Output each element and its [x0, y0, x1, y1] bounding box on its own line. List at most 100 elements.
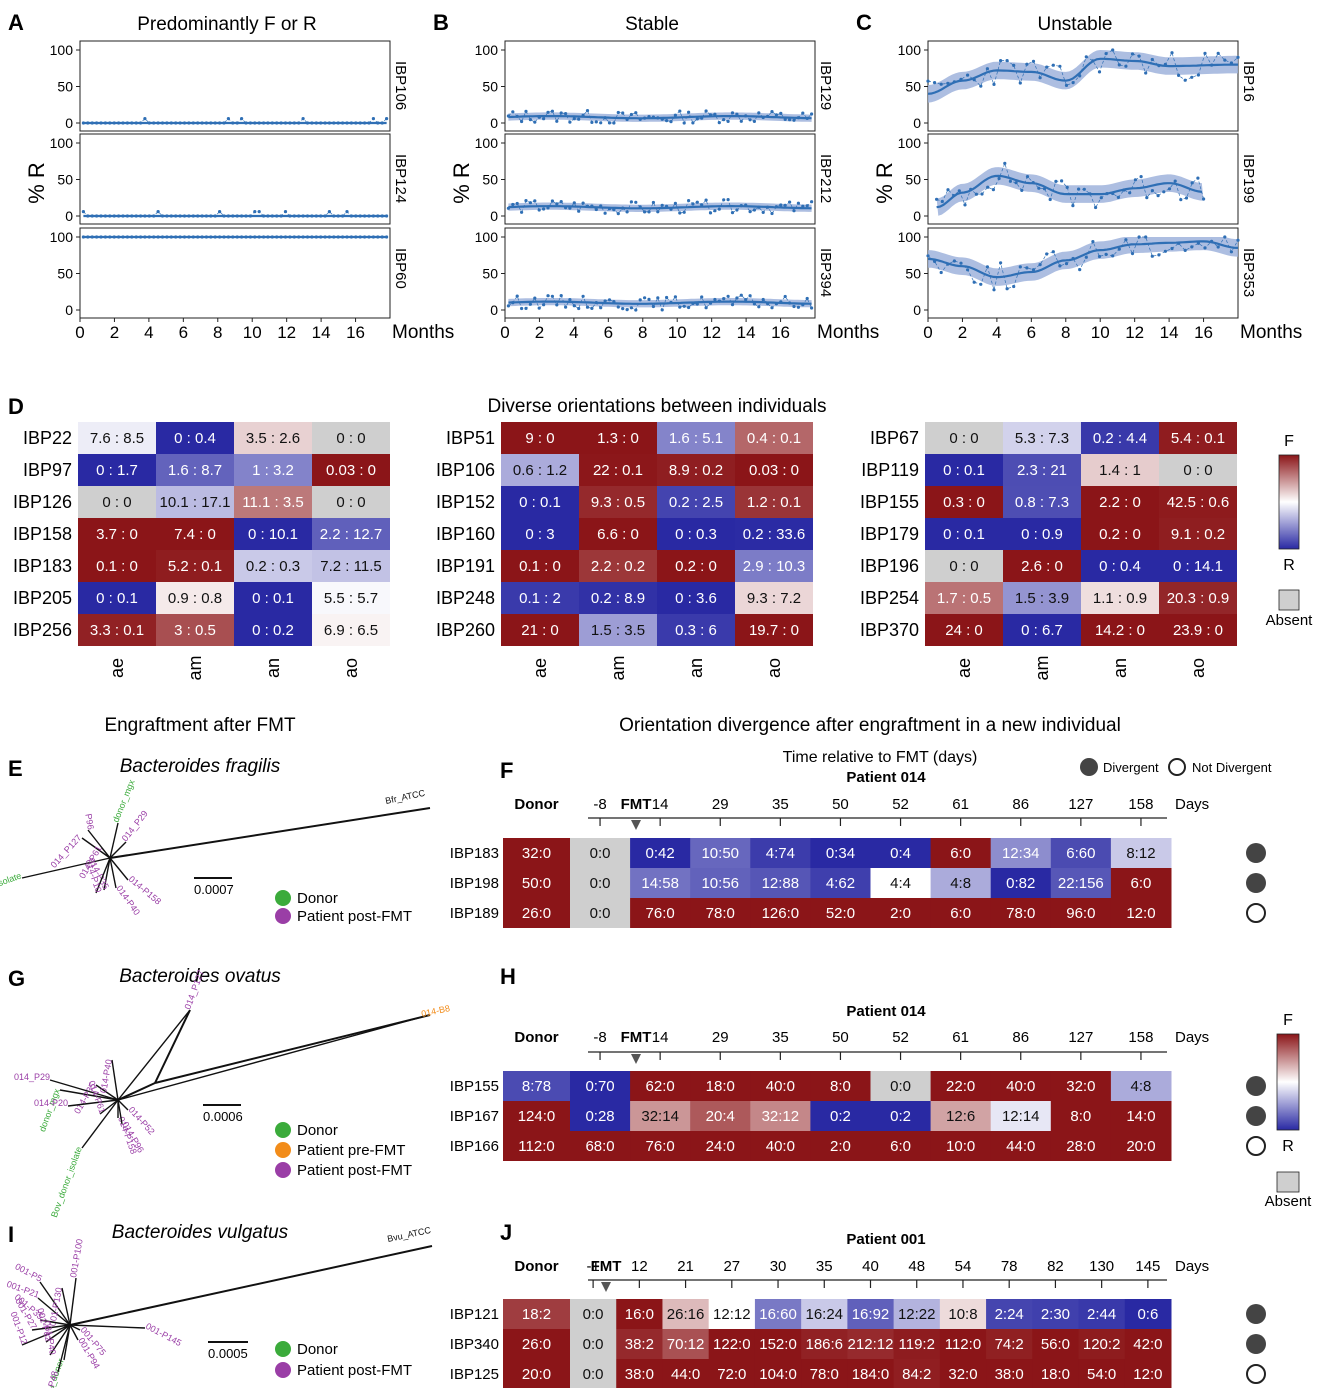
- heat-cell: [1003, 518, 1081, 550]
- data-point: [935, 197, 939, 201]
- row-label: IBP189: [450, 905, 499, 922]
- heat-cell-value: 10:50: [701, 845, 739, 862]
- heat-cell: [312, 614, 390, 646]
- data-point: [691, 121, 695, 125]
- data-point: [629, 112, 634, 117]
- heat-cell-value: 0.9 : 0.8: [168, 590, 222, 607]
- facet-IBP129: IBP129 0 50 100: [475, 40, 834, 132]
- facet-frame: [927, 133, 1239, 225]
- heat-cell-value: 5.2 : 0.1: [168, 558, 222, 575]
- heat-cell-value: 12:34: [1002, 845, 1040, 862]
- heat-cell-value: 56:0: [1041, 1336, 1070, 1353]
- y-tick-label: 0: [913, 208, 921, 224]
- smooth-fit-line: [936, 174, 1202, 209]
- heat-cell: [690, 868, 751, 898]
- heat-cell-value: 6.6 : 0: [597, 526, 639, 543]
- heat-cell: [1110, 868, 1172, 898]
- data-point: [1025, 266, 1029, 270]
- heat-cell-value: 16:0: [625, 1306, 654, 1323]
- heat-cell-value: 14:0: [1126, 1108, 1155, 1125]
- heat-cell-value: 186:6: [805, 1336, 843, 1353]
- heat-cell-value: 3.3 : 0.1: [90, 622, 144, 639]
- sample-connector: [927, 236, 1239, 292]
- y-tick-label: 0: [913, 302, 921, 318]
- data-point: [992, 288, 996, 292]
- heat-cell-value: 0 : 0.1: [252, 590, 294, 607]
- data-point: [678, 211, 682, 215]
- data-point: [520, 119, 524, 124]
- fmt-label: FMT: [591, 1258, 622, 1275]
- heat-cell: [1110, 1071, 1172, 1101]
- heat-cell-value: 12:12: [713, 1306, 751, 1323]
- not-divergent-status-icon: [1246, 1136, 1266, 1156]
- row-label: IBP119: [861, 460, 919, 480]
- heat-cell-value: 7.2 : 11.5: [320, 558, 381, 575]
- heat-cell-value: 72:0: [717, 1366, 746, 1383]
- heat-cell: [930, 838, 992, 868]
- heat-cell: [234, 614, 312, 646]
- heat-cell: [990, 1131, 1052, 1161]
- heat-cell: [1159, 550, 1237, 582]
- data-point: [1167, 187, 1172, 191]
- heat-cell: [1159, 582, 1237, 614]
- heat-cell: [990, 868, 1052, 898]
- heat-cell-value: 0:0: [583, 1306, 604, 1323]
- heat-cell: [1110, 1101, 1172, 1131]
- heat-cell-value: 9.3 : 7.2: [747, 590, 801, 607]
- heat-cell: [579, 454, 657, 486]
- heat-cell-value: 2.9 : 10.3: [743, 558, 806, 575]
- heat-cell: [630, 1131, 691, 1161]
- y-tick-label: 50: [905, 79, 921, 95]
- heat-cell-value: 0.3 : 0: [943, 494, 985, 511]
- heat-cell-value: 68:0: [585, 1138, 614, 1155]
- heat-cell-value: 24 : 0: [945, 622, 983, 639]
- heat-cell-value: 96:0: [1066, 905, 1095, 922]
- heat-cell-value: 42.5 : 0.6: [1167, 494, 1230, 511]
- data-point: [555, 119, 559, 123]
- heat-cell-value: 78:0: [706, 905, 735, 922]
- tree-leaf-label: Bfr_ATCC: [384, 788, 426, 806]
- donor-cell-value: 8:78: [522, 1078, 551, 1095]
- y-tick-label: 0: [65, 115, 73, 131]
- heat-cell: [1081, 550, 1159, 582]
- heat-cell-value: 38:0: [625, 1366, 654, 1383]
- heat-cell: [801, 1329, 848, 1359]
- tree-legend-label: Patient post-FMT: [297, 1162, 412, 1179]
- heat-cell-value: 8:0: [1070, 1108, 1091, 1125]
- col-label: ao: [341, 658, 361, 678]
- heat-cell-value: 0.8 : 7.3: [1015, 494, 1069, 511]
- heat-cell: [234, 550, 312, 582]
- heat-cell-value: 20.3 : 0.9: [1167, 590, 1230, 607]
- heat-cell: [630, 1071, 691, 1101]
- tree-leaf-label: 014-B8: [420, 1003, 450, 1019]
- heat-cell: [930, 1071, 992, 1101]
- heat-cell-value: 2.6 : 0: [1021, 558, 1063, 575]
- data-point: [1012, 63, 1016, 67]
- heat-cell-value: 4:4: [890, 875, 911, 892]
- x-tick-label: 12: [1125, 323, 1144, 342]
- day-label: 50: [832, 1029, 849, 1046]
- heat-cell: [986, 1299, 1033, 1329]
- heat-cell-value: 9.3 : 0.5: [591, 494, 645, 511]
- y-tick-label: 50: [905, 172, 921, 188]
- donor-cell: [503, 838, 570, 868]
- y-tick-label: 100: [50, 135, 74, 151]
- heat-cell-value: 3.5 : 2.6: [246, 430, 300, 447]
- x-tick-label: 12: [702, 323, 721, 342]
- data-point: [810, 306, 814, 310]
- heat-cell-value: 0:0: [590, 845, 611, 862]
- facet-label: IBP353: [1240, 248, 1257, 297]
- data-point: [992, 82, 996, 86]
- heat-cell-value: 1 : 3.2: [252, 462, 294, 479]
- heat-cell: [657, 518, 735, 550]
- heat-cell-value: 119:2: [899, 1336, 935, 1353]
- tree-leaf-label: donor_mgx: [111, 778, 137, 824]
- day-label: 78: [1001, 1258, 1018, 1275]
- heat-cell-value: 74:2: [995, 1336, 1024, 1353]
- heat-cell-value: 10:56: [701, 875, 739, 892]
- data-point: [651, 304, 656, 309]
- heat-cell: [1081, 422, 1159, 454]
- heat-cell-value: 21 : 0: [521, 622, 559, 639]
- sample-connector: [508, 199, 812, 215]
